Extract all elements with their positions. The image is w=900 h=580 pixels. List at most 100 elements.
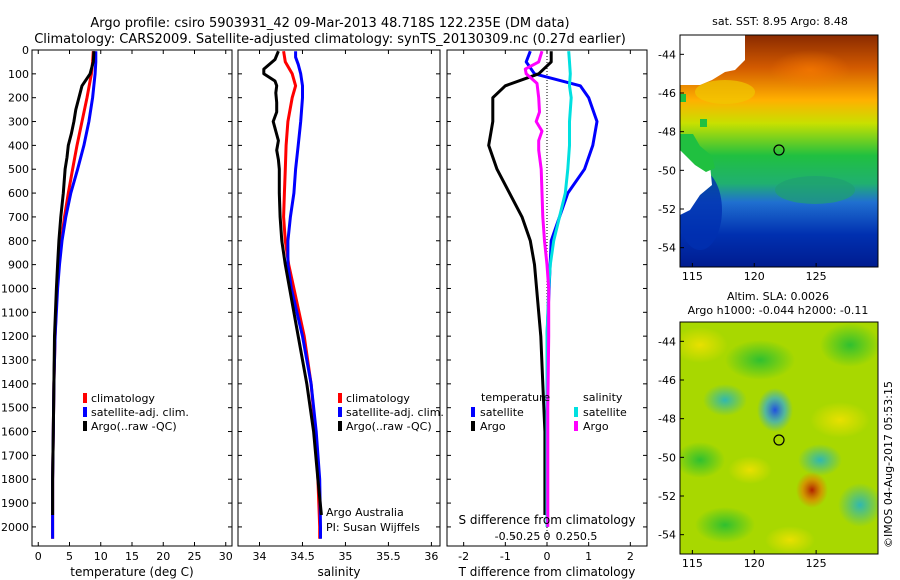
legend-swatch-sal-satellite (574, 407, 578, 417)
sla-map-frame (679, 321, 879, 555)
depth-tick-label: 500 (8, 163, 29, 176)
sst-map-title: sat. SST: 8.95 Argo: 8.48 (712, 15, 848, 28)
sst_map-lat-label: -50 (658, 164, 676, 177)
sla-patch (728, 456, 772, 484)
sla-patch (765, 526, 815, 554)
sla-map-field (680, 322, 878, 554)
depth-tick-label: 300 (8, 116, 29, 129)
legend-label-temp-satellite: satellite (480, 406, 524, 419)
sla-map-ticks: 115 120 125 -44 -46 -48 -50 -52 -54 (658, 335, 827, 570)
legend-swatch-satellite (83, 407, 87, 417)
legend-label-sal-argo: Argo (583, 420, 609, 433)
sla-patch (838, 483, 878, 527)
annotation-argo-australia: Argo Australia (326, 506, 404, 519)
legend-label-satellite: satellite-adj. clim. (346, 406, 444, 419)
sla-high-anomaly (796, 472, 828, 508)
sst_map-lon-label: 115 (682, 270, 703, 283)
sst-coast-green (680, 134, 715, 172)
depth-tick-label: 1800 (1, 473, 29, 486)
series-line-salinity-argo (523, 50, 551, 527)
sst-map-ticks: 115 120 125 -44 -46 -48 -50 -52 -54 (658, 48, 827, 283)
depth-tick-label: 1600 (1, 426, 29, 439)
temperature-xtick-label: 10 (94, 550, 108, 563)
sla-patch (695, 507, 755, 543)
difference-chart: -2 -1 0 1 2 -0.5-0.25 0 0.25 0.5 (447, 49, 647, 563)
legend-title-salinity: salinity (583, 391, 623, 404)
sla-patch (680, 442, 725, 478)
sla-patch (703, 384, 747, 416)
sst_map-lat-label: -44 (658, 48, 676, 61)
argo-location-marker (773, 434, 785, 446)
legend-swatch-climatology (83, 393, 87, 403)
salinity-diff-tick-label: 0.5 (580, 530, 598, 543)
legend-swatch-argo (83, 421, 87, 431)
sla_map-lat-label: -46 (658, 374, 676, 387)
series-line-argo-raw-qc- (51, 51, 96, 515)
sst-mixed-patch (775, 176, 855, 204)
sst-warm-patch (770, 50, 850, 90)
sla-patch (680, 327, 728, 363)
temperature-xtick-label: 15 (125, 550, 139, 563)
sst_map-lon-label: 120 (744, 270, 765, 283)
sst_map-lat-label: -48 (658, 126, 676, 139)
depth-tick-label: 400 (8, 139, 29, 152)
sla-map-title-line1: Altim. SLA: 0.0026 (727, 290, 829, 303)
legend-swatch-argo (338, 421, 342, 431)
depth-tick-label: 600 (8, 187, 29, 200)
depth-tick-label: 2000 (1, 521, 29, 534)
salinity-diff-tick-label: -0.5 (495, 530, 516, 543)
header-title-line2: Climatology: CARS2009. Satellite-adjuste… (34, 32, 626, 47)
difference-legend-temperature: temperature satellite Argo (471, 391, 550, 433)
series-line-salinity-satellite (545, 51, 573, 527)
depth-tick-label: 1500 (1, 402, 29, 415)
salinity-xtick-label: 34.5 (290, 550, 315, 563)
sla_map-lat-label: -48 (658, 413, 676, 426)
legend-label-argo: Argo(..raw -QC) (91, 420, 177, 433)
header-title-line1: Argo profile: csiro 5903931_42 09-Mar-20… (90, 16, 569, 31)
sla-map: Altim. SLA: 0.0026 Argo h1000: -0.044 h2… (658, 290, 879, 570)
difference-xtick-label: 0 (544, 550, 551, 563)
sla_map-lat-label: -44 (658, 335, 676, 348)
salinity-diff-tick-label: 0.25 (556, 530, 581, 543)
sst-island-pixel (680, 94, 686, 102)
salinity-xlabel: salinity (317, 565, 360, 579)
salinity-xtick-label: 35 (338, 550, 352, 563)
difference-xtick-label: 1 (585, 550, 592, 563)
depth-tick-label: 1700 (1, 449, 29, 462)
sla_map-lon-label: 115 (682, 557, 703, 570)
sla-patch (820, 323, 878, 367)
depth-tick-label: 1200 (1, 330, 29, 343)
temperature-xtick-label: 0 (35, 550, 42, 563)
sst_map-lat-label: -52 (658, 203, 676, 216)
depth-tick-label: 0 (22, 44, 29, 57)
legend-swatch-temp-satellite (471, 407, 475, 417)
salinity-xtick-label: 34 (252, 550, 266, 563)
salinity-legend: climatology satellite-adj. clim. Argo(..… (338, 392, 444, 433)
salinity-panel-frame (237, 49, 441, 547)
depth-tick-label: 1300 (1, 354, 29, 367)
temperature-panel-frame (31, 49, 233, 547)
sla-patch (810, 402, 870, 438)
series-line-satellite-adj-clim- (286, 51, 322, 539)
temperature-xtick-label: 5 (66, 550, 73, 563)
legend-label-climatology: climatology (91, 392, 155, 405)
legend-swatch-climatology (338, 393, 342, 403)
temperature-xlabel: temperature (deg C) (70, 565, 193, 579)
depth-tick-label: 200 (8, 92, 29, 105)
temperature-legend: climatology satellite-adj. clim. Argo(..… (83, 392, 189, 433)
salinity-diff-tick-label: 0 (544, 530, 551, 543)
sst-map-frame (679, 34, 879, 268)
depth-tick-label: 1400 (1, 378, 29, 391)
depth-tick-label: 1000 (1, 282, 29, 295)
depth-tick-label: 700 (8, 211, 29, 224)
sst_map-lat-label: -46 (658, 87, 676, 100)
sla-patch (725, 340, 795, 380)
sla-low-anomaly (757, 388, 793, 432)
sla_map-lat-label: -50 (658, 451, 676, 464)
sst-map-field (680, 35, 878, 267)
temperature-xtick-label: 25 (188, 550, 202, 563)
argo-location-marker (773, 144, 785, 156)
temperature-xtick-label: 20 (156, 550, 170, 563)
difference-xtick-label: -1 (500, 550, 511, 563)
